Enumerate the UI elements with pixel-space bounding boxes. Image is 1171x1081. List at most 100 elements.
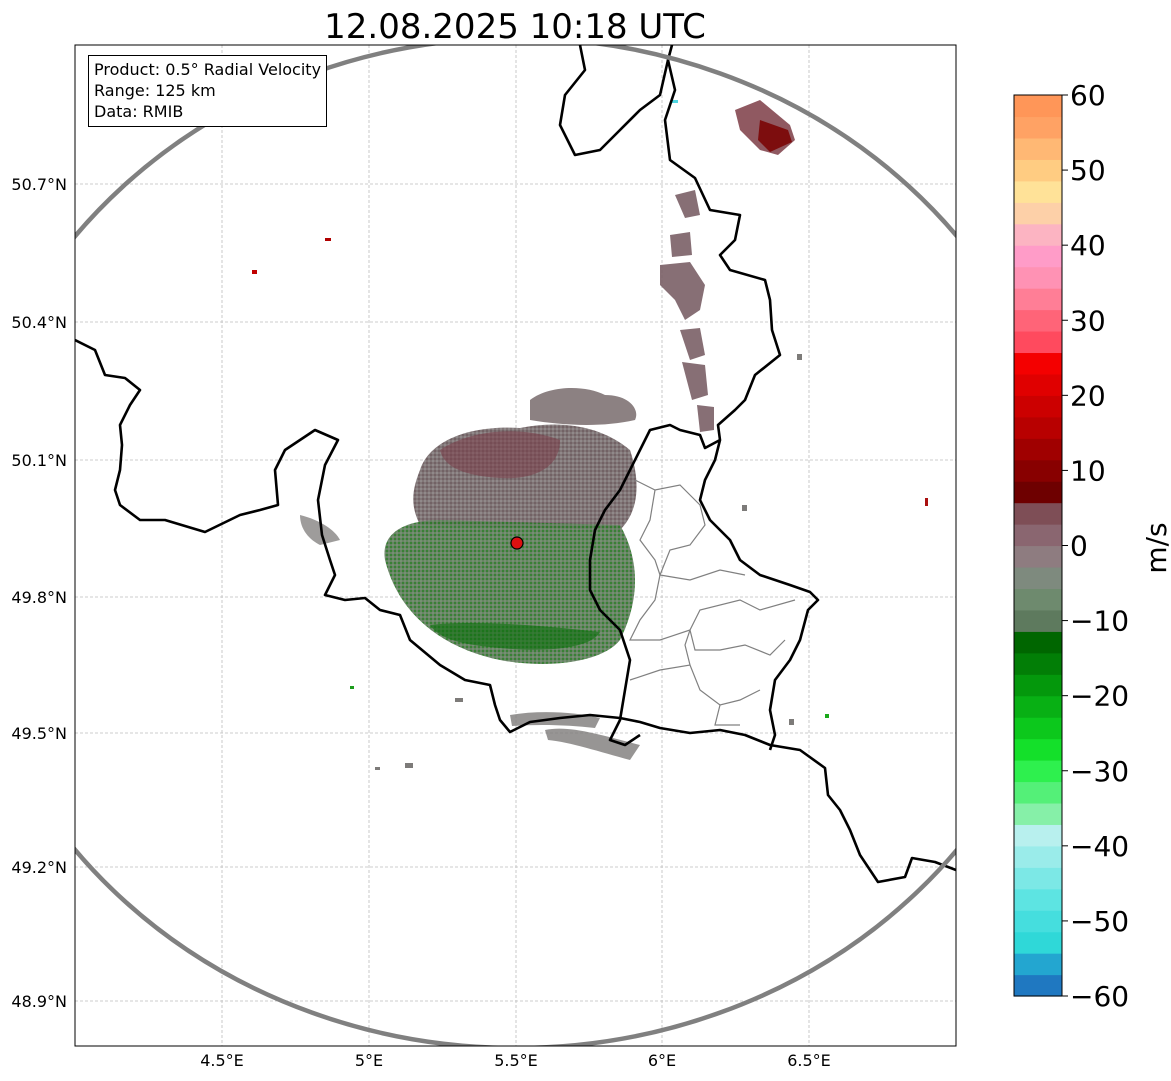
echo-band-north-east bbox=[660, 190, 714, 432]
colorbar-segment bbox=[1014, 588, 1062, 611]
range-line: Range: 125 km bbox=[94, 81, 216, 100]
echo-speck bbox=[455, 698, 463, 702]
colorbar-tick-label: 50 bbox=[1070, 154, 1106, 187]
colorbar-tick-label: 30 bbox=[1070, 304, 1106, 337]
colorbar-segment bbox=[1014, 309, 1062, 332]
colorbar-unit-label: m/s bbox=[1140, 522, 1171, 573]
colorbar-segment bbox=[1014, 330, 1062, 354]
lon-tick-label: 4.5°E bbox=[200, 1051, 244, 1070]
echo-speck bbox=[252, 270, 257, 274]
lat-tick-label: 50.4°N bbox=[11, 313, 67, 332]
colorbar-segment bbox=[1014, 502, 1062, 525]
colorbar-segment bbox=[1014, 459, 1062, 482]
colorbar-tick-label: 60 bbox=[1070, 79, 1106, 112]
lat-tick-labels: 50.7°N 50.4°N 50.1°N 49.8°N 49.5°N 49.2°… bbox=[11, 175, 67, 1011]
lat-tick-label: 49.5°N bbox=[11, 724, 67, 743]
colorbar-segment bbox=[1014, 674, 1062, 697]
colorbar-tick-label: 0 bbox=[1070, 530, 1088, 563]
colorbar-segment bbox=[1014, 974, 1062, 997]
colorbar-segment bbox=[1014, 180, 1062, 203]
colorbar-segment bbox=[1014, 116, 1062, 139]
echo-speck bbox=[672, 100, 678, 103]
colorbar-segment bbox=[1014, 438, 1062, 461]
colorbar-tick-label: −20 bbox=[1070, 680, 1129, 713]
map-plot-area bbox=[75, 45, 956, 1046]
colorbar-segment bbox=[1014, 137, 1062, 160]
colorbar-segments bbox=[1014, 95, 1062, 997]
lon-tick-label: 6.5°E bbox=[787, 1051, 831, 1070]
colorbar-segment bbox=[1014, 717, 1062, 740]
colorbar-segment bbox=[1014, 524, 1062, 547]
lat-tick-label: 50.7°N bbox=[11, 175, 67, 194]
lat-tick-label: 50.1°N bbox=[11, 451, 67, 470]
colorbar-segment bbox=[1014, 373, 1062, 396]
echo-far-north-east-red bbox=[758, 120, 792, 152]
lon-tick-label: 5°E bbox=[355, 1051, 383, 1070]
echo-speck bbox=[789, 719, 794, 725]
colorbar-segment bbox=[1014, 824, 1062, 847]
colorbar-tick-label: −40 bbox=[1070, 830, 1129, 863]
colorbar-segment bbox=[1014, 481, 1062, 504]
echo-west-scatter bbox=[300, 515, 340, 545]
colorbar-segment bbox=[1014, 867, 1062, 890]
product-line: Product: 0.5° Radial Velocity bbox=[94, 60, 322, 79]
colorbar-segment bbox=[1014, 266, 1062, 289]
colorbar-segment bbox=[1014, 760, 1062, 783]
colorbar-segment bbox=[1014, 395, 1062, 418]
colorbar-segment bbox=[1014, 159, 1062, 182]
colorbar-segment bbox=[1014, 288, 1062, 311]
colorbar: 60 50 40 30 20 10 0 −10 −20 −30 −40 −50 −60 m/s bbox=[1013, 79, 1171, 1013]
echo-speck bbox=[742, 505, 747, 511]
colorbar-tick-label: −50 bbox=[1070, 905, 1129, 938]
echo-north-lobe bbox=[530, 388, 637, 425]
echo-speck bbox=[350, 686, 354, 689]
echo-south-strip-2 bbox=[545, 728, 640, 760]
colorbar-segment bbox=[1014, 931, 1062, 954]
colorbar-segment bbox=[1014, 910, 1062, 933]
echo-speck bbox=[825, 714, 829, 718]
lat-tick-label: 49.8°N bbox=[11, 588, 67, 607]
colorbar-tick-label: 20 bbox=[1070, 379, 1106, 412]
lat-tick-label: 48.9°N bbox=[11, 992, 67, 1011]
radar-site-marker bbox=[510, 536, 524, 550]
lon-tick-labels: 4.5°E 5°E 5.5°E 6°E 6.5°E bbox=[200, 1051, 831, 1070]
echo-core-receding-dark bbox=[440, 431, 560, 479]
map-frame bbox=[74, 44, 957, 1047]
colorbar-tick-label: −30 bbox=[1070, 755, 1129, 788]
radar-echoes bbox=[252, 100, 928, 770]
colorbar-segment bbox=[1014, 352, 1062, 375]
colorbar-segment bbox=[1014, 888, 1062, 911]
colorbar-segment bbox=[1014, 695, 1062, 718]
echo-green-band bbox=[430, 622, 600, 650]
colorbar-segment bbox=[1014, 781, 1062, 804]
colorbar-segment bbox=[1014, 652, 1062, 675]
colorbar-segment bbox=[1014, 202, 1062, 225]
colorbar-segment bbox=[1014, 223, 1062, 246]
echo-speck bbox=[325, 238, 331, 241]
colorbar-segment bbox=[1014, 845, 1062, 868]
colorbar-tick-label: −60 bbox=[1070, 980, 1129, 1013]
echo-speck bbox=[405, 763, 413, 768]
colorbar-tick-label: 10 bbox=[1070, 454, 1106, 487]
internal-boundaries bbox=[629, 479, 796, 726]
echo-speck bbox=[925, 498, 928, 506]
map-title: 12.08.2025 10:18 UTC bbox=[324, 7, 706, 47]
colorbar-segment bbox=[1014, 245, 1062, 268]
national-borders bbox=[75, 45, 956, 884]
product-info-box: Product: 0.5° Radial Velocity Range: 125… bbox=[88, 55, 328, 127]
echo-speck bbox=[375, 767, 380, 770]
echo-speck bbox=[797, 354, 802, 360]
lon-tick-label: 6°E bbox=[648, 1051, 676, 1070]
colorbar-segment bbox=[1014, 631, 1062, 654]
lat-tick-label: 49.2°N bbox=[11, 858, 67, 877]
colorbar-segment bbox=[1014, 802, 1062, 825]
colorbar-segment bbox=[1014, 953, 1062, 976]
colorbar-segment bbox=[1014, 545, 1062, 568]
colorbar-ticks: 60 50 40 30 20 10 0 −10 −20 −30 −40 −50 −60 bbox=[1062, 79, 1129, 1013]
colorbar-segment bbox=[1014, 566, 1062, 589]
source-line: Data: RMIB bbox=[94, 102, 184, 121]
colorbar-tick-label: −10 bbox=[1070, 605, 1129, 638]
colorbar-segment bbox=[1014, 609, 1062, 632]
colorbar-tick-label: 40 bbox=[1070, 229, 1106, 262]
